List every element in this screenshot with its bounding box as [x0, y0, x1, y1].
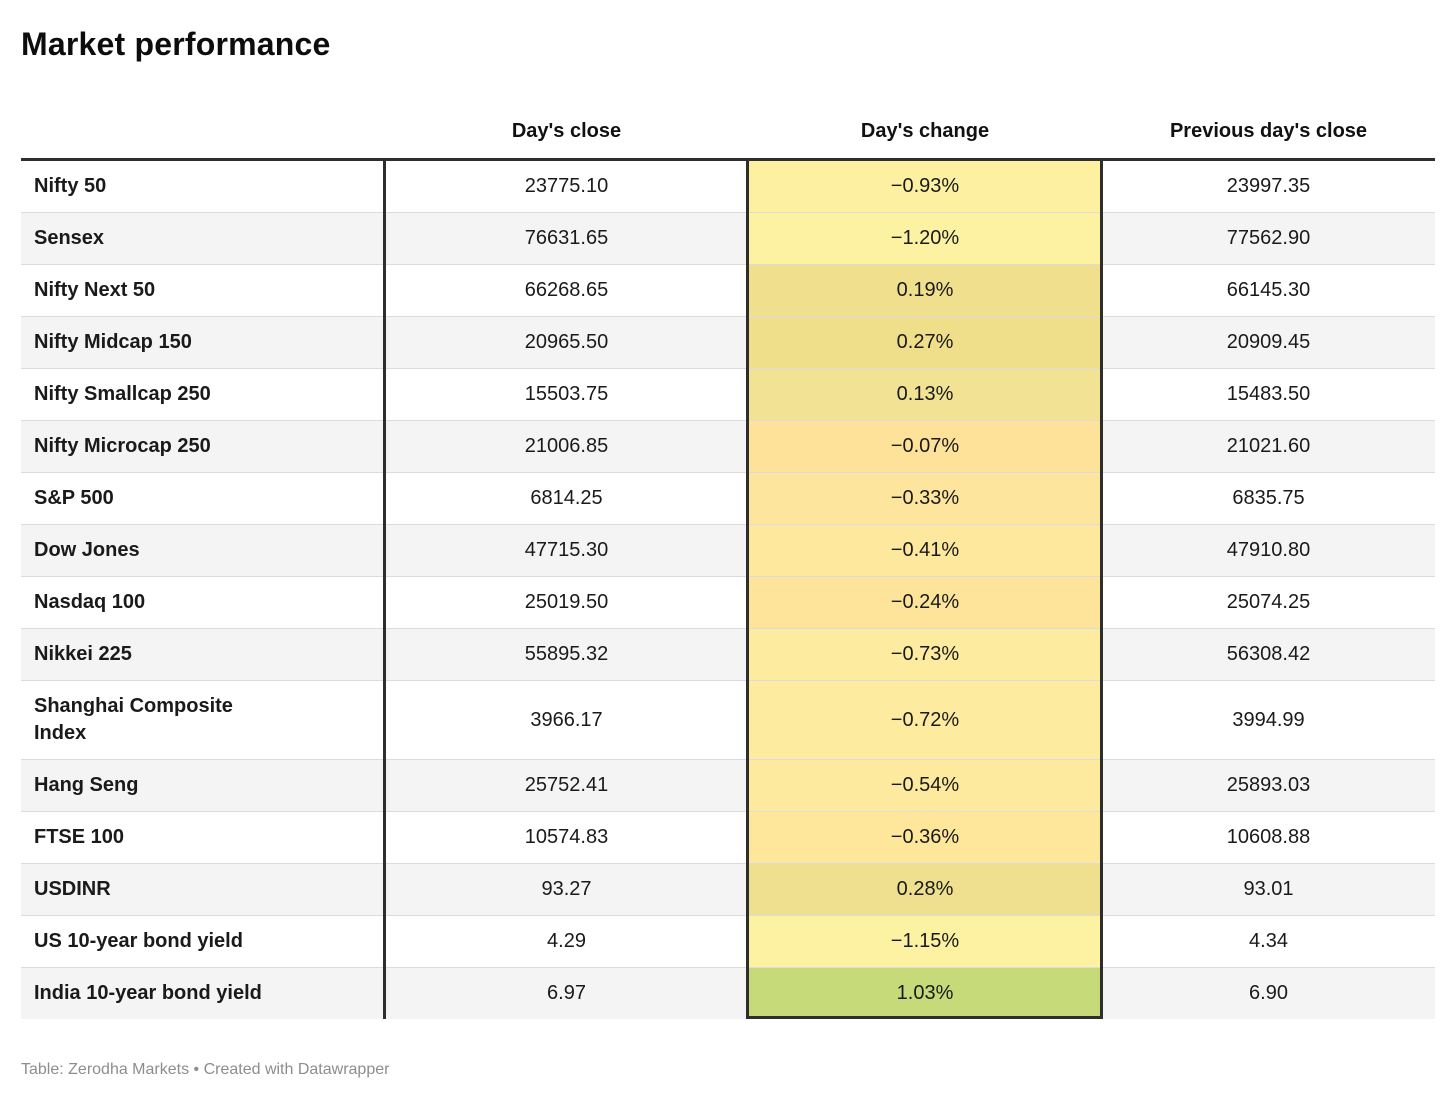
days-change-value: −0.24% — [748, 577, 1102, 628]
footer-attribution: Table: Zerodha Markets • Created with Da… — [21, 1061, 390, 1078]
days-close-value: 21006.85 — [524, 435, 609, 457]
row-label: USDINR — [34, 878, 111, 900]
days-close-value: 25752.41 — [524, 774, 609, 796]
previous-days-close-value: 10608.88 — [1226, 826, 1311, 848]
days-change-value: −0.41% — [748, 525, 1102, 576]
previous-days-close-value: 20909.45 — [1226, 331, 1311, 353]
table-row: Dow Jones 47715.30 −0.41% 47910.80 — [21, 524, 1435, 576]
table-row: India 10-year bond yield 6.97 1.03% 6.90 — [21, 967, 1435, 1019]
table-row: Nifty Midcap 150 20965.50 0.27% 20909.45 — [21, 316, 1435, 368]
market-performance-table: Nifty 50 23775.10 −0.93% 23997.35 Sensex… — [21, 158, 1435, 1019]
table-row: Nasdaq 100 25019.50 −0.24% 25074.25 — [21, 576, 1435, 628]
days-change-value: 0.19% — [748, 265, 1102, 316]
table-body: Nifty 50 23775.10 −0.93% 23997.35 Sensex… — [21, 161, 1435, 1019]
days-change-value: −1.15% — [748, 916, 1102, 967]
column-header-empty — [21, 120, 385, 143]
days-change-value: −0.07% — [748, 421, 1102, 472]
table-row: USDINR 93.27 0.28% 93.01 — [21, 863, 1435, 915]
table-row: Nikkei 225 55895.32 −0.73% 56308.42 — [21, 628, 1435, 680]
days-change-value: −1.20% — [748, 213, 1102, 264]
table-row: Nifty Microcap 250 21006.85 −0.07% 21021… — [21, 420, 1435, 472]
days-close-value: 23775.10 — [524, 175, 609, 197]
previous-days-close-value: 21021.60 — [1226, 435, 1311, 457]
page-title: Market performance — [21, 26, 331, 62]
previous-days-close-value: 47910.80 — [1226, 539, 1311, 561]
table-row: Nifty 50 23775.10 −0.93% 23997.35 — [21, 161, 1435, 212]
row-label: India 10-year bond yield — [34, 982, 262, 1004]
table-row: FTSE 100 10574.83 −0.36% 10608.88 — [21, 811, 1435, 863]
table-row: US 10-year bond yield 4.29 −1.15% 4.34 — [21, 915, 1435, 967]
row-label: Nifty Smallcap 250 — [34, 383, 211, 405]
row-label: S&P 500 — [34, 487, 114, 509]
row-label: FTSE 100 — [34, 826, 125, 848]
column-header-days-change: Day's change — [860, 120, 990, 142]
previous-days-close-value: 15483.50 — [1226, 383, 1311, 405]
days-close-value: 66268.65 — [524, 279, 609, 301]
days-change-value: 0.28% — [748, 864, 1102, 915]
previous-days-close-value: 93.01 — [1243, 878, 1294, 900]
days-change-value: −0.93% — [748, 161, 1102, 212]
row-label: US 10-year bond yield — [34, 930, 243, 952]
days-change-value: 0.13% — [748, 369, 1102, 420]
row-label: Shanghai Composite Index — [34, 695, 233, 744]
days-close-value: 3966.17 — [530, 708, 603, 731]
row-label: Nifty Midcap 150 — [34, 331, 192, 353]
previous-days-close-value: 3994.99 — [1232, 708, 1305, 731]
previous-days-close-value: 6.90 — [1249, 982, 1288, 1004]
column-header-days-close: Day's close — [511, 120, 622, 142]
table-row: Hang Seng 25752.41 −0.54% 25893.03 — [21, 759, 1435, 811]
previous-days-close-value: 4.34 — [1249, 930, 1288, 952]
table-row: Sensex 76631.65 −1.20% 77562.90 — [21, 212, 1435, 264]
row-label: Nifty Next 50 — [34, 279, 156, 301]
days-close-value: 47715.30 — [524, 539, 609, 561]
previous-days-close-value: 23997.35 — [1226, 175, 1311, 197]
days-close-value: 6814.25 — [530, 487, 603, 509]
days-close-value: 20965.50 — [524, 331, 609, 353]
column-header-previous-days-close: Previous day's close — [1169, 120, 1368, 142]
days-change-value: −0.36% — [748, 812, 1102, 863]
previous-days-close-value: 25893.03 — [1226, 774, 1311, 796]
days-close-value: 93.27 — [541, 878, 592, 900]
days-close-value: 55895.32 — [524, 643, 609, 665]
days-change-value: −0.54% — [748, 760, 1102, 811]
table-row: Nifty Next 50 66268.65 0.19% 66145.30 — [21, 264, 1435, 316]
days-close-value: 6.97 — [547, 982, 586, 1004]
days-change-value: −0.33% — [748, 473, 1102, 524]
table-row: Nifty Smallcap 250 15503.75 0.13% 15483.… — [21, 368, 1435, 420]
days-change-value: −0.72% — [748, 681, 1102, 759]
row-label: Nifty Microcap 250 — [34, 435, 211, 457]
days-change-value: −0.73% — [748, 629, 1102, 680]
days-close-value: 76631.65 — [524, 227, 609, 249]
previous-days-close-value: 25074.25 — [1226, 591, 1311, 613]
days-change-value: 1.03% — [748, 968, 1102, 1019]
days-close-value: 25019.50 — [524, 591, 609, 613]
days-close-value: 15503.75 — [524, 383, 609, 405]
table-row: Shanghai Composite Index 3966.17 −0.72% … — [21, 680, 1435, 759]
previous-days-close-value: 6835.75 — [1232, 487, 1305, 509]
table-header-row: Day's close Day's change Previous day's … — [21, 120, 1435, 158]
days-close-value: 10574.83 — [524, 826, 609, 848]
row-label: Nifty 50 — [34, 175, 107, 197]
days-close-value: 4.29 — [547, 930, 586, 952]
row-label: Dow Jones — [34, 539, 140, 561]
row-label: Hang Seng — [34, 774, 139, 796]
days-change-value: 0.27% — [748, 317, 1102, 368]
previous-days-close-value: 77562.90 — [1226, 227, 1311, 249]
previous-days-close-value: 66145.30 — [1226, 279, 1311, 301]
row-label: Nasdaq 100 — [34, 591, 146, 613]
table-row: S&P 500 6814.25 −0.33% 6835.75 — [21, 472, 1435, 524]
row-label: Nikkei 225 — [34, 643, 132, 665]
previous-days-close-value: 56308.42 — [1226, 643, 1311, 665]
row-label: Sensex — [34, 227, 105, 249]
